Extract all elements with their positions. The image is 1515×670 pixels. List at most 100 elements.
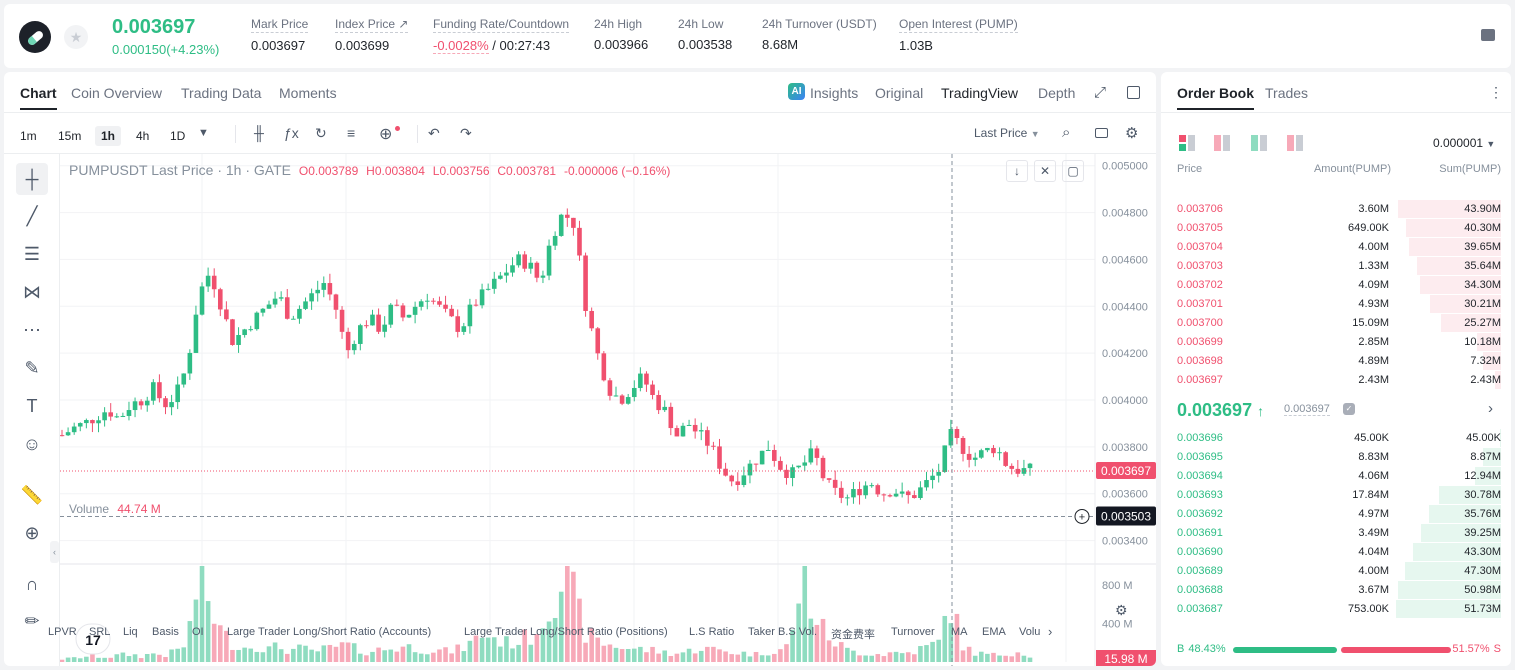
- indicators-icon[interactable]: ƒx: [284, 125, 299, 141]
- depth-bar: [1495, 371, 1501, 389]
- indicator-item[interactable]: Liq: [123, 626, 138, 638]
- replay-icon[interactable]: ↻: [315, 125, 327, 141]
- tab-trades[interactable]: Trades: [1265, 85, 1309, 101]
- bid-row[interactable]: 0.003687 753.00K 51.73M: [1177, 600, 1501, 619]
- settings-gear-icon[interactable]: ⚙: [1125, 125, 1139, 142]
- tab-moments[interactable]: Moments: [279, 85, 337, 101]
- bid-row[interactable]: 0.003694 4.06M 12.94M: [1177, 467, 1501, 486]
- window-icon[interactable]: [1127, 86, 1140, 99]
- tab-trading-data[interactable]: Trading Data: [181, 85, 262, 101]
- collapse-toolbar-icon[interactable]: ‹: [50, 541, 59, 563]
- camera-icon[interactable]: [1095, 128, 1108, 138]
- ask-row[interactable]: 0.003699 2.85M 10.18M: [1177, 333, 1501, 352]
- indicator-item[interactable]: Large Trader Long/Short Ratio (Accounts): [227, 626, 432, 638]
- bid-row[interactable]: 0.003690 4.04M 43.30M: [1177, 543, 1501, 562]
- expand-icon[interactable]: ⤢: [1094, 84, 1107, 101]
- indicator-item[interactable]: Taker B.S Vol.: [748, 626, 818, 638]
- indicator-item[interactable]: EMA: [982, 626, 1006, 638]
- more-options-icon[interactable]: ⋮: [1489, 84, 1503, 100]
- redo-icon[interactable]: ↷: [460, 125, 472, 141]
- ask-row[interactable]: 0.003703 1.33M 35.64M: [1177, 257, 1501, 276]
- channel-tool-icon[interactable]: ☰: [23, 244, 41, 264]
- ask-row[interactable]: 0.003704 4.00M 39.65M: [1177, 238, 1501, 257]
- zoom-tool-icon[interactable]: ⊕: [24, 523, 40, 543]
- price-type-select[interactable]: Last Price ▼: [974, 126, 1040, 140]
- tab-coin-overview[interactable]: Coin Overview: [71, 85, 163, 101]
- brush-tool-icon[interactable]: ✎: [24, 358, 40, 378]
- volume-bar: [376, 647, 381, 662]
- notes-icon[interactable]: [1481, 29, 1495, 41]
- tab-original[interactable]: Original: [875, 85, 924, 101]
- tab-insights[interactable]: Insights: [810, 85, 859, 101]
- templates-icon[interactable]: ≡: [347, 125, 356, 141]
- price-chart[interactable]: +0.005000 0.004800 0.004600 0.004400 0.00420…: [60, 154, 1156, 666]
- view-bids-icon[interactable]: [1251, 135, 1267, 151]
- bid-row[interactable]: 0.003688 3.67M 50.98M: [1177, 581, 1501, 600]
- trendline-tool-icon[interactable]: ╱: [26, 206, 38, 226]
- timeframe-1h[interactable]: 1h: [95, 126, 122, 146]
- indicator-item[interactable]: MA: [951, 626, 968, 638]
- timeframe-15m[interactable]: 15m: [58, 129, 82, 143]
- tab-depth[interactable]: Depth: [1038, 85, 1076, 101]
- bid-row[interactable]: 0.003696 45.00K 45.00K: [1177, 429, 1501, 448]
- tab-tradingview[interactable]: TradingView: [941, 85, 1019, 101]
- ask-row[interactable]: 0.003697 2.43M 2.43M: [1177, 371, 1501, 390]
- search-icon[interactable]: ⌕: [1062, 124, 1071, 141]
- indicator-item[interactable]: Turnover: [891, 626, 935, 638]
- ask-row[interactable]: 0.003700 15.09M 25.27M: [1177, 314, 1501, 333]
- precision-select[interactable]: 0.000001 ▼: [1433, 136, 1495, 150]
- indicator-item[interactable]: Large Trader Long/Short Ratio (Positions…: [464, 626, 668, 638]
- ask-row[interactable]: 0.003705 649.00K 40.30M: [1177, 219, 1501, 238]
- emoji-tool-icon[interactable]: ☺: [22, 434, 42, 454]
- candle-type-icon[interactable]: ╫: [254, 125, 264, 141]
- tab-chart[interactable]: Chart: [20, 85, 57, 110]
- bid-row[interactable]: 0.003691 3.49M 39.25M: [1177, 524, 1501, 543]
- candle-body: [455, 316, 461, 332]
- timeframe-1d[interactable]: 1D: [170, 129, 186, 143]
- pattern-tool-icon[interactable]: ⋈: [23, 282, 41, 302]
- indicator-scroll-right-icon[interactable]: ›: [1048, 624, 1053, 639]
- indicator-item[interactable]: LPVR: [48, 626, 77, 638]
- text-tool-icon[interactable]: T: [26, 396, 38, 416]
- ruler-tool-icon[interactable]: 📏: [20, 485, 44, 505]
- ask-row[interactable]: 0.003702 4.09M 34.30M: [1177, 276, 1501, 295]
- ai-insights-icon[interactable]: AI: [788, 83, 805, 100]
- bid-row[interactable]: 0.003692 4.97M 35.76M: [1177, 505, 1501, 524]
- indicator-item[interactable]: L.S Ratio: [689, 626, 735, 638]
- timeframe-4h[interactable]: 4h: [136, 129, 150, 143]
- bid-row[interactable]: 0.003689 4.00M 47.30M: [1177, 562, 1501, 581]
- ask-row[interactable]: 0.003701 4.93M 30.21M: [1177, 295, 1501, 314]
- scroll-latest-icon[interactable]: ↓: [1006, 160, 1028, 182]
- indicator-item[interactable]: 资金费率: [831, 629, 875, 641]
- timeframe-dropdown-icon[interactable]: ▼: [198, 127, 209, 139]
- bid-row[interactable]: 0.003693 17.84M 30.78M: [1177, 486, 1501, 505]
- volume-bar: [942, 615, 948, 662]
- indicator-item[interactable]: SRL: [89, 626, 111, 638]
- crosshair-tool-icon[interactable]: ┼: [16, 163, 48, 195]
- magnet-tool-icon[interactable]: ∩: [25, 574, 39, 594]
- add-indicator-icon[interactable]: ⊕: [379, 126, 393, 143]
- mid-chevron-right-icon[interactable]: ›: [1488, 400, 1493, 417]
- view-asks-icon[interactable]: [1214, 135, 1230, 151]
- view-both-icon[interactable]: [1179, 135, 1195, 151]
- index-price-label[interactable]: Index Price ↗: [335, 17, 409, 33]
- fibonacci-tool-icon[interactable]: ⋯: [23, 320, 41, 340]
- view-depth-icon[interactable]: [1287, 135, 1303, 151]
- tab-order-book[interactable]: Order Book: [1177, 85, 1255, 110]
- lock-drawing-icon[interactable]: ✏: [24, 611, 40, 631]
- favorite-star-icon[interactable]: ★: [64, 25, 88, 49]
- chart-settings-icon[interactable]: ⚙: [1115, 602, 1128, 618]
- volume-bar: [224, 630, 229, 662]
- fullscreen-chart-icon[interactable]: ▢: [1062, 160, 1084, 182]
- indicator-item[interactable]: Volu: [1019, 626, 1041, 638]
- indicator-item[interactable]: Basis: [152, 626, 179, 638]
- indicator-item[interactable]: OI: [192, 626, 204, 638]
- ask-row[interactable]: 0.003698 4.89M 7.32M: [1177, 352, 1501, 371]
- collapse-chart-icon[interactable]: ✕: [1034, 160, 1056, 182]
- undo-icon[interactable]: ↶: [428, 125, 440, 141]
- timeframe-1m[interactable]: 1m: [20, 129, 37, 143]
- index-price-stat[interactable]: Index Price ↗ 0.003699: [335, 17, 409, 53]
- bid-row[interactable]: 0.003695 8.83M 8.87M: [1177, 448, 1501, 467]
- ask-row[interactable]: 0.003706 3.60M 43.90M: [1177, 200, 1501, 219]
- depth-bar: [1420, 276, 1501, 294]
